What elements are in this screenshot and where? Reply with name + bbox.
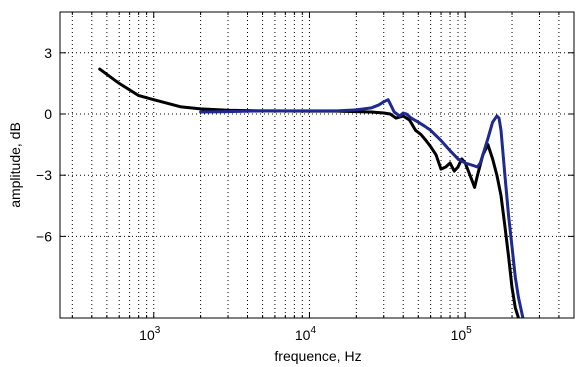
- x-tick-label: 103: [139, 325, 161, 343]
- grid: [60, 12, 574, 318]
- y-axis-label: amplitude, dB: [7, 122, 23, 208]
- x-tick-label: 105: [451, 325, 473, 343]
- plot-frame: [59, 11, 575, 319]
- plot-area: [98, 67, 525, 318]
- x-tick-label: 104: [295, 325, 317, 343]
- y-tick-label: 0: [44, 106, 52, 122]
- y-tick-label: −6: [36, 228, 52, 244]
- y-tick-label: 3: [44, 45, 52, 61]
- y-tick-label: −3: [36, 167, 52, 183]
- series-line-2: [199, 98, 525, 318]
- axes: 3 0 −3 −6 103 104 105: [36, 11, 575, 343]
- x-axis-label: frequence, Hz: [274, 348, 361, 364]
